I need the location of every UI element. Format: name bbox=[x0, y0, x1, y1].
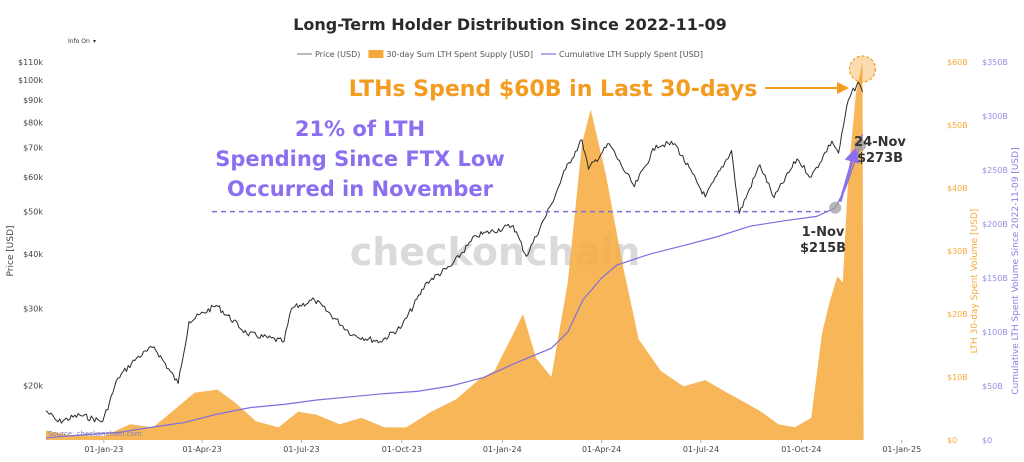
y-left-tick-label: $80k bbox=[23, 118, 43, 127]
y-right2-tick-label: $350B bbox=[982, 58, 1008, 67]
x-tick-label: 01-Jan-24 bbox=[483, 445, 522, 454]
price-line-layer bbox=[45, 81, 863, 424]
y-right1-tick-label: $0 bbox=[947, 436, 957, 445]
info-toggle-label: Info On bbox=[68, 38, 90, 45]
y-left-tick-label: $40k bbox=[23, 250, 43, 259]
peak-highlight-circle bbox=[848, 55, 877, 83]
price-line bbox=[45, 81, 863, 424]
y-right1-tick-label: $40B bbox=[947, 184, 968, 193]
annotation-24-nov-date: 24-Nov bbox=[854, 135, 906, 150]
y-right2-tick-label: $300B bbox=[982, 112, 1008, 121]
info-toggle[interactable]: Info On ▾ bbox=[68, 38, 96, 45]
x-tick-label: 01-Jul-23 bbox=[283, 445, 319, 454]
source-credit: Source: checkonchain.com bbox=[48, 430, 142, 438]
annotation-1-nov-value: $215B bbox=[800, 241, 846, 256]
x-tick-label: 01-Jan-23 bbox=[84, 445, 123, 454]
y-left-tick-label: $70k bbox=[23, 144, 43, 153]
annotation-1-nov-date: 1-Nov bbox=[802, 225, 845, 240]
legend-entry-price[interactable]: Price (USD) bbox=[315, 50, 360, 59]
y-right1-tick-label: $10B bbox=[947, 373, 968, 382]
y-right2-tick-label: $200B bbox=[982, 220, 1008, 229]
y-left-tick-label: $110k bbox=[18, 58, 43, 67]
y-left-axis-title: Price [USD] bbox=[6, 225, 16, 276]
y-right2-tick-label: $150B bbox=[982, 274, 1008, 283]
y-right1-tick-label: $20B bbox=[947, 310, 968, 319]
annotation-lth-60b: LTHs Spend $60B in Last 30-days bbox=[349, 77, 758, 102]
chart-title: Long-Term Holder Distribution Since 2022… bbox=[293, 15, 727, 34]
x-tick-label: 01-Oct-23 bbox=[382, 445, 422, 454]
y-right2-tick-label: $0 bbox=[982, 436, 992, 445]
annotation-ltv-share-line: Spending Since FTX Low bbox=[215, 147, 505, 171]
x-tick-label: 01-Oct-24 bbox=[781, 445, 821, 454]
annotation-arrow-purple bbox=[839, 147, 860, 203]
y-right2-axis-title: Cumulative LTH Spent Volume Since 2022-1… bbox=[1011, 147, 1021, 394]
annotation-24-nov-value: $273B bbox=[857, 151, 903, 166]
x-tick-label: 01-Apr-23 bbox=[182, 445, 221, 454]
annotations-layer: LTHs Spend $60B in Last 30-days 21% of LT… bbox=[215, 55, 906, 256]
chevron-down-icon: ▾ bbox=[93, 38, 96, 45]
annotation-ltv-share-line: 21% of LTH bbox=[295, 117, 425, 141]
y-right1-tick-label: $50B bbox=[947, 121, 968, 130]
axes-layer: $20k $30k $40k $50k $60k $70k $80k $90k $100k $11… bbox=[6, 58, 1021, 454]
chart-legend: Price (USD) 30-day Sum LTH Spent Supply … bbox=[297, 50, 703, 59]
y-right1-tick-label: $30B bbox=[947, 247, 968, 256]
y-right1-tick-label: $60B bbox=[947, 58, 968, 67]
x-tick-label: 01-Apr-24 bbox=[582, 445, 621, 454]
x-tick-label: 01-Jan-25 bbox=[882, 445, 921, 454]
y-left-tick-label: $90k bbox=[23, 96, 43, 105]
annotation-ltv-share-line: Occurred in November bbox=[227, 177, 494, 201]
y-left-tick-label: $50k bbox=[23, 208, 43, 217]
legend-entry-cumulative[interactable]: Cumulative LTH Supply Spent [USD] bbox=[559, 50, 703, 59]
y-left-tick-label: $60k bbox=[23, 173, 43, 182]
y-right2-tick-label: $100B bbox=[982, 328, 1008, 337]
legend-swatch-lth-spent bbox=[368, 50, 384, 58]
cumulative-line-layer bbox=[45, 134, 864, 439]
legend-entry-lth-spent[interactable]: 30-day Sum LTH Spent Supply [USD] bbox=[386, 50, 533, 59]
cumulative-spent-line bbox=[45, 134, 864, 439]
y-left-tick-label: $20k bbox=[23, 381, 43, 390]
y-left-tick-label: $100k bbox=[18, 76, 43, 85]
x-tick-label: 01-Jul-24 bbox=[683, 445, 719, 454]
y-right2-tick-label: $50B bbox=[982, 382, 1003, 391]
y-left-tick-label: $30k bbox=[23, 304, 43, 313]
y-right2-tick-label: $250B bbox=[982, 166, 1008, 175]
y-right1-axis-title: LTH 30-day Spent Volume [USD] bbox=[970, 209, 980, 354]
marker-1-nov bbox=[829, 201, 842, 214]
